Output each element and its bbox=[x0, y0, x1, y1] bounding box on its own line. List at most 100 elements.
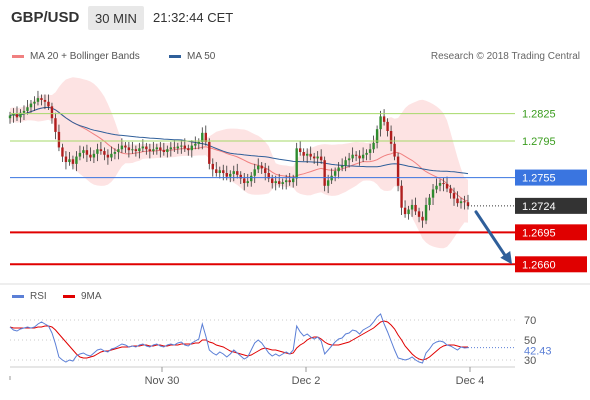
candle-body bbox=[187, 148, 190, 151]
candle-body bbox=[389, 131, 393, 144]
candle-body bbox=[326, 180, 330, 186]
last-price-tag bbox=[515, 197, 587, 214]
ma50-swatch bbox=[169, 54, 181, 58]
candle-body bbox=[26, 107, 29, 111]
candle-body bbox=[382, 116, 386, 122]
candle-body bbox=[85, 150, 89, 155]
last-price-label: 1.2724 bbox=[522, 201, 556, 213]
rsi-swatch bbox=[12, 294, 24, 298]
candle bbox=[75, 151, 78, 172]
candle-body bbox=[225, 173, 228, 177]
candle-body bbox=[211, 163, 214, 170]
candle-body bbox=[291, 178, 295, 183]
candle bbox=[319, 149, 323, 164]
candle bbox=[463, 195, 466, 210]
time-axis: Nov 30 Dec 2 Dec 4 bbox=[9, 366, 515, 387]
candle bbox=[379, 110, 382, 137]
candle-body bbox=[15, 113, 19, 118]
candle bbox=[229, 170, 232, 183]
candle bbox=[386, 118, 389, 137]
candle-body bbox=[442, 183, 445, 185]
candle-body bbox=[8, 115, 12, 119]
candle-body bbox=[229, 173, 232, 177]
candle-body bbox=[309, 153, 312, 157]
forecast-arrow-head bbox=[500, 251, 512, 265]
candle bbox=[208, 138, 211, 170]
support-label: 1.2660 bbox=[522, 259, 556, 271]
candle-body bbox=[333, 171, 337, 176]
candle bbox=[187, 144, 190, 156]
candle-body bbox=[414, 204, 417, 212]
candle-body bbox=[127, 147, 131, 151]
candle-body bbox=[316, 156, 319, 159]
candle bbox=[288, 173, 291, 186]
candle-body bbox=[131, 149, 134, 151]
rsi-tick-label: 70 bbox=[524, 315, 536, 327]
candle-body bbox=[64, 156, 68, 163]
candle bbox=[47, 94, 50, 110]
candle-body bbox=[428, 197, 431, 205]
candle bbox=[204, 125, 207, 146]
candle bbox=[372, 135, 375, 153]
candle bbox=[201, 127, 204, 150]
candle-body bbox=[358, 155, 361, 159]
resistance-label: 1.2825 bbox=[522, 109, 556, 121]
candle bbox=[43, 94, 47, 110]
candle bbox=[64, 151, 68, 170]
time-tick-label: Dec 4 bbox=[456, 375, 485, 387]
candle-body bbox=[50, 106, 54, 119]
candle bbox=[197, 138, 200, 150]
price-level-pivot: 1.2755 bbox=[10, 169, 587, 186]
candle bbox=[176, 142, 180, 154]
candle bbox=[281, 178, 284, 190]
candle bbox=[99, 141, 103, 155]
candle-body bbox=[148, 149, 152, 152]
candle bbox=[127, 141, 131, 158]
candle-body bbox=[68, 159, 71, 163]
candle-body bbox=[103, 151, 106, 155]
research-credit: Research © 2018 Trading Central bbox=[430, 51, 580, 62]
legend-9ma: 9MA bbox=[63, 291, 102, 302]
candle bbox=[145, 142, 148, 155]
candle bbox=[417, 207, 421, 223]
candle-body bbox=[61, 147, 64, 157]
candle bbox=[19, 109, 22, 123]
candle bbox=[159, 141, 162, 158]
candle-body bbox=[138, 148, 141, 152]
candle bbox=[113, 148, 117, 160]
candle-body bbox=[403, 207, 407, 215]
rsi-tick-label: 50 bbox=[524, 335, 536, 347]
candle-body bbox=[372, 142, 375, 150]
candle bbox=[354, 151, 358, 162]
candle bbox=[274, 175, 277, 191]
candle-body bbox=[253, 169, 256, 176]
candle bbox=[389, 125, 393, 152]
candle-body bbox=[438, 183, 442, 186]
candle-body bbox=[201, 132, 204, 142]
candle-body bbox=[368, 149, 372, 153]
candle-body bbox=[106, 154, 110, 158]
candle bbox=[442, 177, 445, 192]
candle-body bbox=[456, 198, 459, 204]
candle-body bbox=[281, 182, 284, 184]
candle bbox=[368, 143, 372, 161]
candle-body bbox=[361, 154, 365, 159]
candle bbox=[110, 146, 113, 162]
candle bbox=[236, 163, 239, 179]
chart-clock: 21:32:44 CET bbox=[153, 10, 234, 25]
candle-body bbox=[12, 113, 15, 116]
time-tick-label: Nov 30 bbox=[145, 375, 180, 387]
candle-body bbox=[134, 149, 138, 152]
timeframe-button[interactable]: 30 MIN bbox=[88, 6, 144, 30]
candle bbox=[162, 142, 166, 156]
candle-body bbox=[169, 147, 173, 150]
candle-body bbox=[365, 152, 368, 155]
price-level-last: 1.2724 bbox=[468, 197, 587, 214]
candle bbox=[246, 173, 249, 187]
candle-body bbox=[312, 156, 316, 159]
candle bbox=[61, 143, 64, 163]
candle-body bbox=[113, 152, 117, 154]
candle-body bbox=[298, 148, 302, 152]
candle-body bbox=[271, 178, 274, 184]
candle-body bbox=[208, 141, 211, 164]
